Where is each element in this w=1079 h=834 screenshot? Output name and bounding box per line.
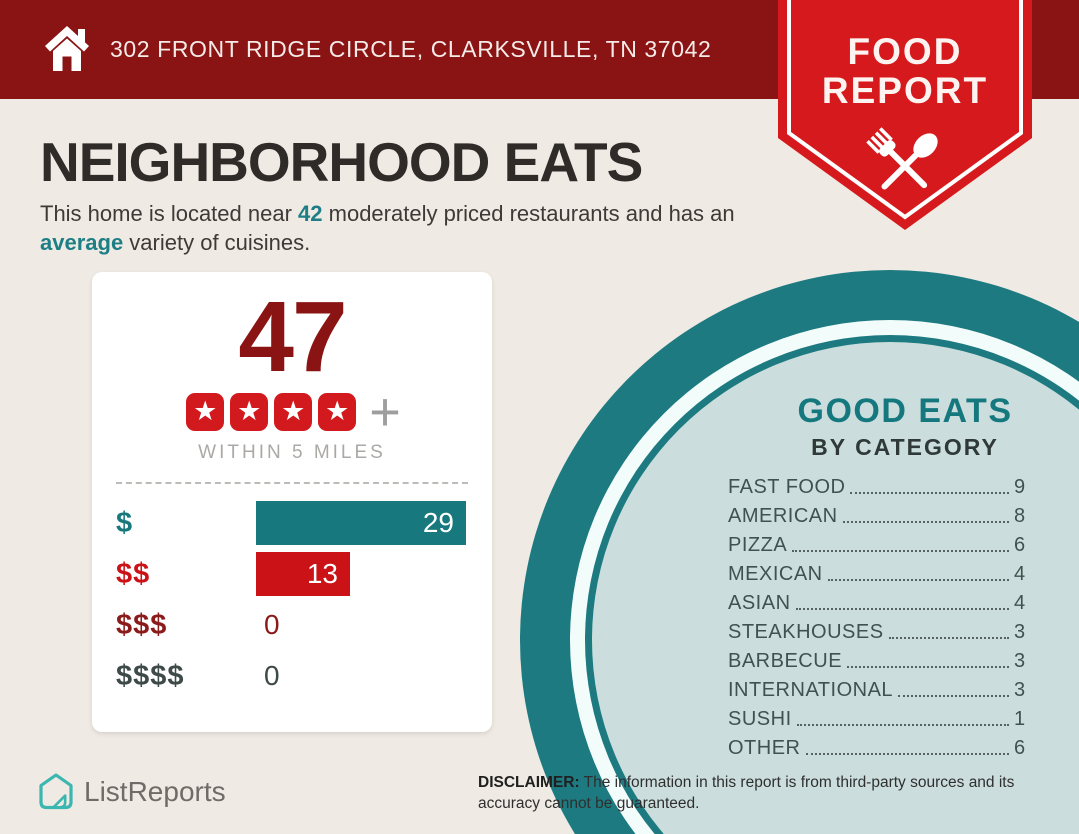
bar-fill: 29 xyxy=(256,501,466,545)
bar-fill: 13 xyxy=(256,552,350,596)
home-icon xyxy=(45,25,89,71)
dotted-leader xyxy=(850,492,1009,494)
bar-zone: 0 xyxy=(256,603,468,647)
price-label: $$ xyxy=(116,557,151,590)
dotted-leader xyxy=(842,521,1009,523)
category-value: 3 xyxy=(1014,650,1026,672)
category-value: 1 xyxy=(1014,708,1026,730)
disclaimer-label: DISCLAIMER: xyxy=(478,774,580,791)
category-value: 3 xyxy=(1014,621,1026,643)
star-icon: ★ xyxy=(230,393,269,431)
star-icon: ★ xyxy=(274,393,313,431)
category-value: 6 xyxy=(1014,534,1026,556)
category-row: ASIAN 4 xyxy=(728,586,1028,615)
category-row: MEXICAN 4 xyxy=(728,557,1028,586)
price-row: $29 xyxy=(116,500,468,546)
dotted-leader xyxy=(827,579,1009,581)
bar-zone: 29 xyxy=(256,501,468,545)
brand-name: ListReports xyxy=(84,776,226,807)
dashed-divider xyxy=(116,482,468,484)
dotted-leader xyxy=(796,724,1009,726)
brand-logo: ListReports xyxy=(38,772,226,812)
category-row: INTERNATIONAL 3 xyxy=(728,673,1028,702)
food-report-badge: FOOD REPORT xyxy=(778,0,1032,237)
category-value: 4 xyxy=(1014,563,1026,585)
page-subtitle: This home is located near 42 moderately … xyxy=(40,199,760,257)
category-row: BARBECUE 3 xyxy=(728,644,1028,673)
category-value: 9 xyxy=(1014,476,1026,498)
category-label: OTHER xyxy=(728,737,801,759)
bar-zone: 0 xyxy=(256,654,468,698)
category-label: INTERNATIONAL xyxy=(728,679,894,701)
price-label: $$$ xyxy=(116,608,168,641)
rating-row: ★ ★ ★ ★ + xyxy=(116,382,468,442)
category-label: BARBECUE xyxy=(728,650,843,672)
dotted-leader xyxy=(792,550,1009,552)
bar-zero-value: 0 xyxy=(264,609,280,640)
spoon-and-fork-icon xyxy=(866,127,938,190)
category-label: FAST FOOD xyxy=(728,476,846,498)
category-value: 4 xyxy=(1014,592,1026,614)
within-caption: WITHIN 5 MILES xyxy=(198,442,386,463)
disclaimer-text: The information in this report is from t… xyxy=(478,774,1015,812)
star-icon: ★ xyxy=(318,393,357,431)
page-title: NEIGHBORHOOD EATS xyxy=(40,131,643,193)
category-label: STEAKHOUSES xyxy=(728,621,884,643)
star-icon: ★ xyxy=(186,393,225,431)
category-row: SUSHI 1 xyxy=(728,702,1028,731)
category-value: 8 xyxy=(1014,505,1026,527)
badge-title-line2: REPORT xyxy=(822,70,988,111)
category-label: AMERICAN xyxy=(728,505,838,527)
category-row: PIZZA 6 xyxy=(728,528,1028,557)
price-rows: $29 $$ 13 $$$ 0 $$$$ 0 xyxy=(116,500,468,699)
category-label: MEXICAN xyxy=(728,563,823,585)
good-eats-title: GOOD EATS xyxy=(797,392,1013,430)
price-row: $$$$ 0 xyxy=(116,653,468,699)
category-label: SUSHI xyxy=(728,708,792,730)
price-label: $$$$ xyxy=(116,659,185,692)
category-row: AMERICAN 8 xyxy=(728,499,1028,528)
subtitle-text-mid: moderately priced restaurants and has an xyxy=(322,201,735,226)
price-row: $$$ 0 xyxy=(116,602,468,648)
price-row: $$ 13 xyxy=(116,551,468,597)
bar-zone: 13 xyxy=(256,552,468,596)
listreports-house-icon xyxy=(39,773,73,810)
good-eats-subtitle: BY CATEGORY xyxy=(811,434,999,460)
restaurant-count: 47 xyxy=(238,281,347,393)
disclaimer: DISCLAIMER: The information in this repo… xyxy=(478,772,1058,814)
good-eats-list: FAST FOOD 9 AMERICAN 8 PIZZA 6 MEXICAN 4 ASIAN 4 S… xyxy=(728,470,1028,760)
dotted-leader xyxy=(898,695,1009,697)
category-value: 3 xyxy=(1014,679,1026,701)
subtitle-text-pre: This home is located near xyxy=(40,201,299,226)
category-row: STEAKHOUSES 3 xyxy=(728,615,1028,644)
category-label: ASIAN xyxy=(728,592,791,614)
category-value: 6 xyxy=(1014,737,1026,759)
category-row: OTHER 6 xyxy=(728,731,1028,760)
dotted-leader xyxy=(805,753,1009,755)
category-label: PIZZA xyxy=(728,534,788,556)
dotted-leader xyxy=(847,666,1009,668)
price-label: $ xyxy=(116,506,134,539)
plus-sign: + xyxy=(369,382,401,442)
dotted-leader xyxy=(795,608,1009,610)
subtitle-text-post: variety of cuisines. xyxy=(123,230,311,255)
category-row: FAST FOOD 9 xyxy=(728,470,1028,499)
stats-card: 47 ★ ★ ★ ★ + WITHIN 5 MILES $29 $$ 13 $$$ 0 $$$$ 0 xyxy=(92,272,492,732)
subtitle-variety-highlight: average xyxy=(40,230,124,255)
property-address: 302 FRONT RIDGE CIRCLE, CLARKSVILLE, TN … xyxy=(110,36,712,62)
bar-zero-value: 0 xyxy=(264,660,280,691)
badge-title-line1: FOOD xyxy=(848,31,963,72)
badge-inner-border xyxy=(787,0,1023,220)
dotted-leader xyxy=(888,637,1009,639)
subtitle-restaurant-count: 42 xyxy=(298,201,323,226)
